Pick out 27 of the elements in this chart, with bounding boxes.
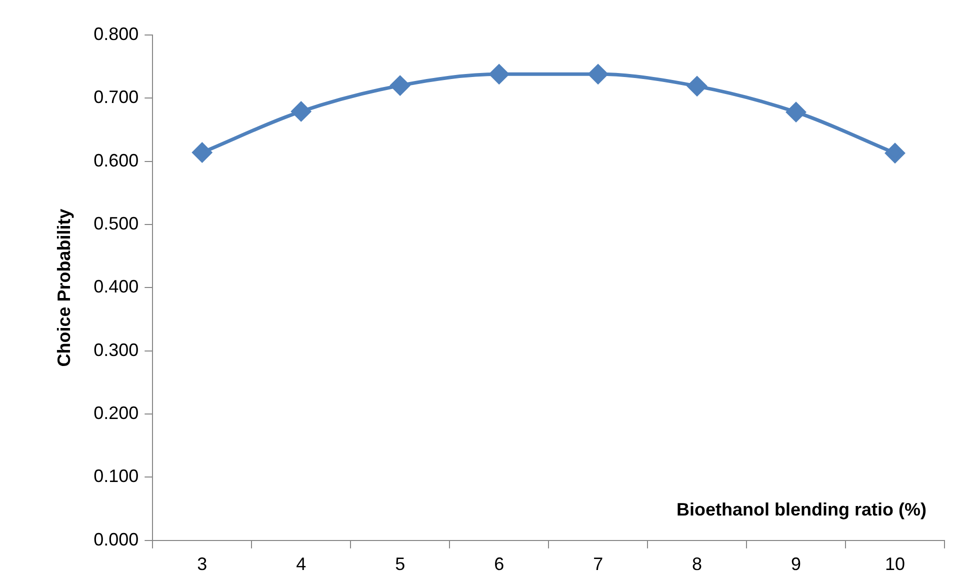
y-tick-label: 0.600 [94, 150, 139, 170]
x-tick-label: 5 [395, 554, 406, 574]
y-axis-title: Choice Probability [54, 208, 74, 367]
point [291, 102, 311, 122]
y-tick-label: 0.300 [94, 340, 139, 360]
x-tick-label: 3 [197, 554, 208, 574]
y-tick-label: 0.200 [94, 403, 139, 424]
point [390, 76, 410, 96]
point [786, 102, 806, 122]
point [192, 142, 212, 162]
point [588, 64, 608, 84]
x-axis-title: Bioethanol blending ratio (%) [676, 499, 926, 520]
y-tick-label: 0.700 [94, 87, 139, 108]
x-tick-label: 10 [884, 554, 906, 574]
y-tick-label: 0.100 [94, 466, 139, 486]
y-tick-label: 0.800 [94, 24, 139, 44]
y-tick-label: 0.500 [94, 213, 139, 234]
x-tick-label: 4 [296, 554, 306, 574]
point [489, 64, 509, 84]
x-tick-label: 6 [494, 554, 504, 574]
y-tick-label: 0.400 [94, 276, 139, 297]
point [885, 143, 905, 163]
x-tick-label: 8 [692, 554, 702, 574]
x-tick-label: 9 [791, 554, 802, 574]
x-tick-label: 7 [593, 554, 604, 574]
y-tick-label: 0.000 [94, 529, 139, 550]
point [687, 76, 707, 96]
